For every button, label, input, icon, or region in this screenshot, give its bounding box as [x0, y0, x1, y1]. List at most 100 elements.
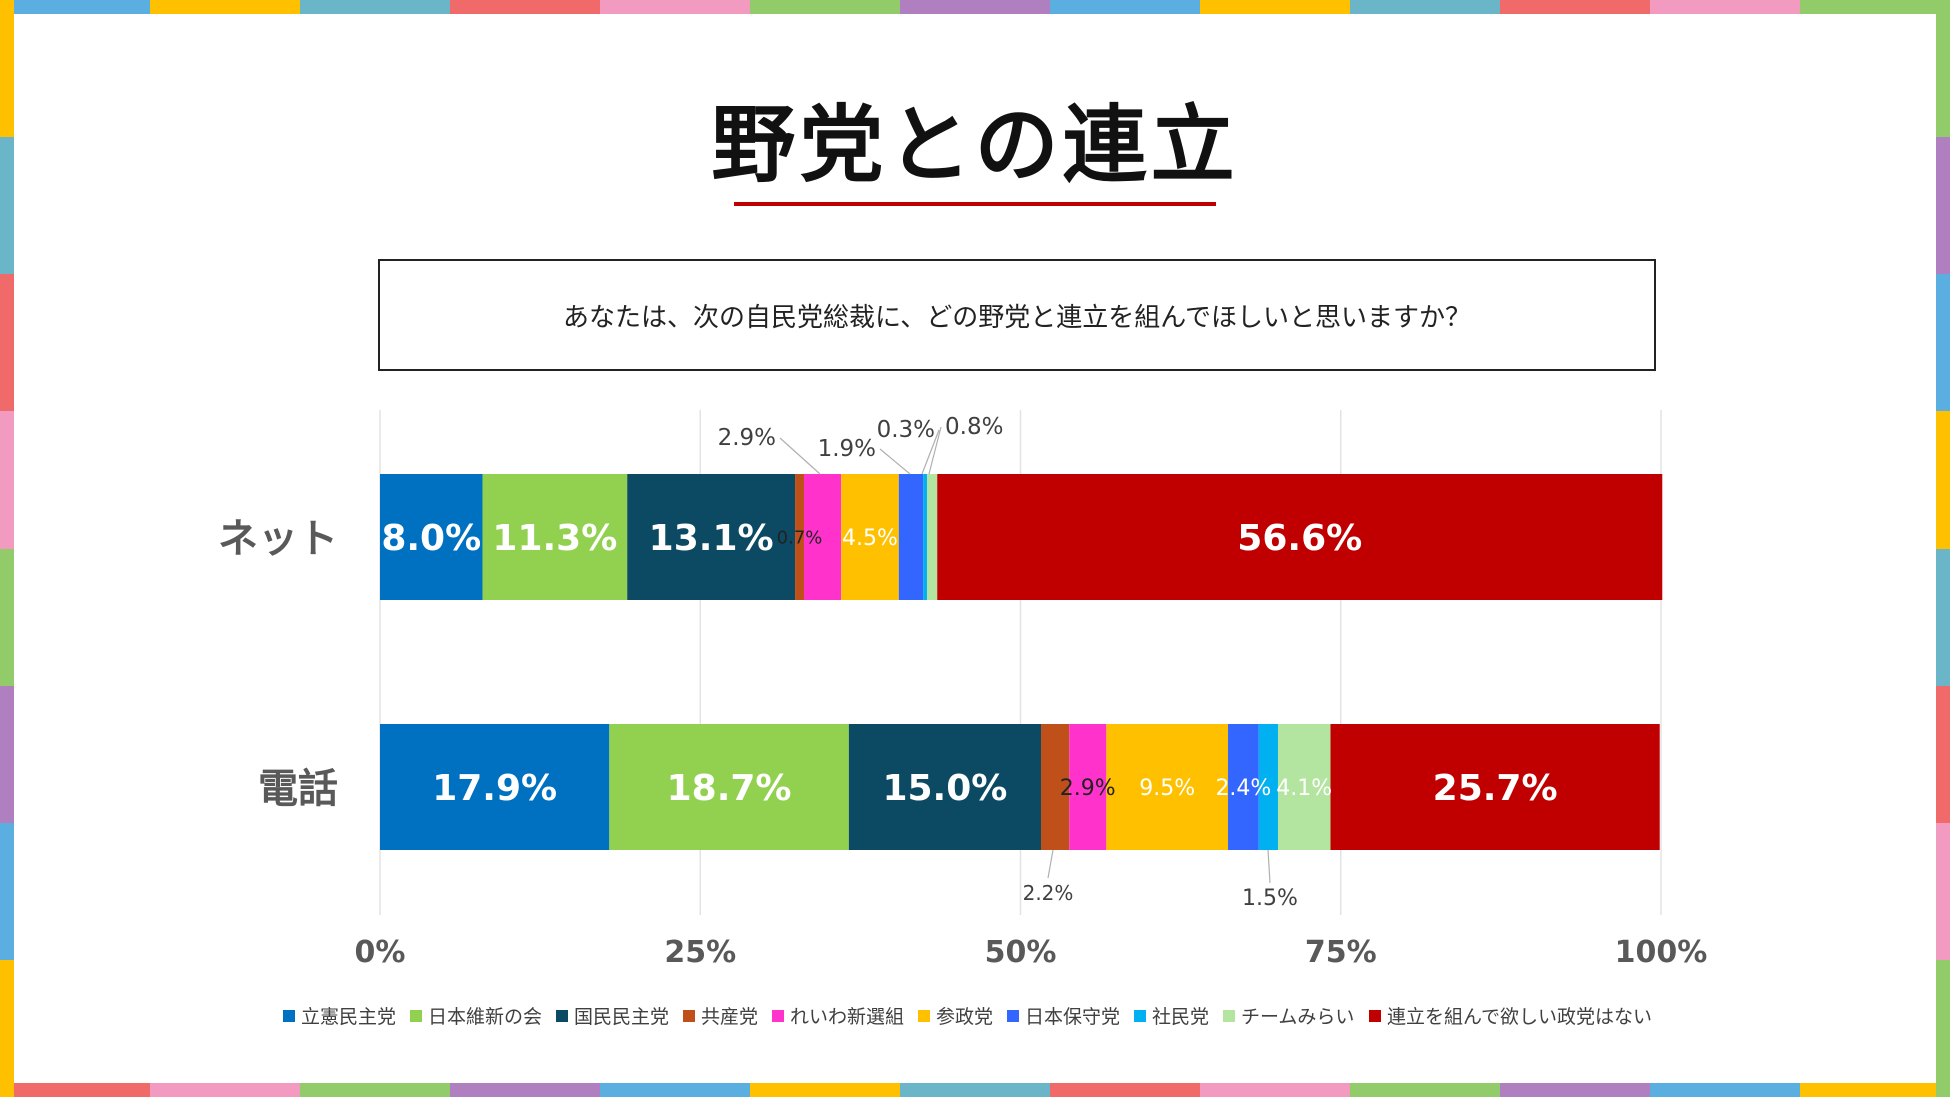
- legend-swatch: [283, 1010, 295, 1022]
- decorative-frame-bottom: [0, 1083, 1950, 1097]
- data-label: 1.9%: [818, 436, 876, 462]
- decorative-frame-left: [0, 0, 14, 1097]
- bar-segment: [937, 474, 1663, 600]
- frame-segment: [1936, 548, 1950, 686]
- frame-segment: [450, 1083, 600, 1097]
- frame-segment: [1936, 274, 1950, 412]
- frame-segment: [1936, 959, 1950, 1097]
- data-label: 11.3%: [492, 518, 617, 559]
- frame-segment: [1936, 822, 1950, 960]
- bar-segment: [380, 474, 483, 600]
- legend-label: 参政党: [936, 1006, 993, 1028]
- frame-segment: [1050, 0, 1200, 14]
- chart-legend: 立憲民主党 日本維新の会 国民民主党 共産党 れいわ新選組 参政党 日本保守党 社民党 チームみ…: [283, 1006, 1652, 1028]
- bar-segment: [609, 724, 849, 850]
- legend-label: チームみらい: [1241, 1006, 1354, 1028]
- leader-line: [879, 448, 911, 475]
- legend-swatch: [683, 1010, 695, 1022]
- legend-label: 立憲民主党: [301, 1006, 396, 1028]
- leader-line: [928, 426, 942, 475]
- legend-swatch: [556, 1010, 568, 1022]
- decorative-frame-top: [0, 0, 1950, 14]
- frame-segment: [1500, 1083, 1650, 1097]
- frame-segment: [0, 0, 14, 138]
- legend-label: 社民党: [1152, 1006, 1209, 1028]
- legend-label: 日本保守党: [1025, 1006, 1120, 1028]
- frame-segment: [1050, 1083, 1200, 1097]
- bar-segment: [923, 474, 927, 600]
- legend-label: れいわ新選組: [790, 1006, 904, 1028]
- data-label: 0.3%: [877, 417, 935, 443]
- legend-swatch: [1007, 1010, 1019, 1022]
- decorative-frame-right: [1936, 0, 1950, 1097]
- data-label: 4.1%: [1276, 776, 1332, 801]
- legend-label: 日本維新の会: [428, 1006, 542, 1028]
- legend-swatch: [918, 1010, 930, 1022]
- frame-segment: [1200, 1083, 1350, 1097]
- question-text: あなたは、次の自民党総裁に、どの野党と連立を組んでほしいと思いますか？: [563, 302, 1471, 333]
- leader-line: [921, 429, 940, 475]
- frame-segment: [1350, 0, 1500, 14]
- bar-segment: [804, 474, 842, 600]
- frame-segment: [600, 0, 750, 14]
- bar-segment: [848, 724, 1041, 850]
- frame-segment: [1350, 1083, 1500, 1097]
- bar-segment: [1069, 724, 1107, 850]
- bar-segment: [1330, 724, 1660, 850]
- leader-line: [779, 437, 821, 475]
- title-underline: [734, 202, 1216, 206]
- data-label: 56.6%: [1237, 518, 1362, 559]
- bar-segment: [1228, 724, 1259, 850]
- frame-segment: [1200, 0, 1350, 14]
- x-tick-label: 50%: [985, 935, 1057, 970]
- page-title: 野党との連立: [711, 96, 1239, 194]
- frame-segment: [0, 0, 150, 14]
- data-label: 1.5%: [1242, 886, 1298, 911]
- data-label: 8.0%: [381, 518, 481, 559]
- data-label: 2.9%: [1060, 776, 1116, 801]
- frame-segment: [1800, 0, 1950, 14]
- data-label: 13.1%: [649, 518, 774, 559]
- frame-segment: [0, 137, 14, 275]
- frame-segment: [900, 0, 1050, 14]
- frame-segment: [150, 0, 300, 14]
- frame-segment: [0, 959, 14, 1097]
- data-label: 17.9%: [432, 768, 557, 809]
- data-label: 9.5%: [1139, 776, 1195, 801]
- legend-swatch: [772, 1010, 784, 1022]
- legend-swatch: [410, 1010, 422, 1022]
- frame-segment: [900, 1083, 1050, 1097]
- data-label: 4.5%: [842, 526, 898, 551]
- bar-segment: [926, 474, 938, 600]
- frame-segment: [300, 0, 450, 14]
- frame-segment: [1936, 685, 1950, 823]
- bar-segment: [795, 474, 805, 600]
- bar-segment: [1040, 724, 1070, 850]
- question-box: あなたは、次の自民党総裁に、どの野党と連立を組んでほしいと思いますか？: [378, 259, 1656, 371]
- data-label: 0.8%: [945, 414, 1003, 440]
- leader-line: [1047, 849, 1054, 879]
- legend-swatch: [1369, 1010, 1381, 1022]
- data-label: 2.4%: [1215, 776, 1271, 801]
- frame-segment: [1936, 0, 1950, 138]
- frame-segment: [300, 1083, 450, 1097]
- data-label: 2.2%: [1023, 881, 1074, 905]
- chart-data-labels: 8.0% 11.3% 13.1% 0.7% 2.9% 4.5% 1.9%0.3% 0.8% 56…: [381, 414, 1557, 911]
- legend-swatch: [1223, 1010, 1235, 1022]
- x-tick-label: 25%: [664, 935, 736, 970]
- frame-segment: [450, 0, 600, 14]
- frame-segment: [1800, 1083, 1950, 1097]
- bar-segment: [1106, 724, 1229, 850]
- bar-segment: [1258, 724, 1278, 850]
- frame-segment: [150, 1083, 300, 1097]
- category-label: 電話: [258, 766, 338, 812]
- data-label: 25.7%: [1433, 768, 1558, 809]
- chart-bars: [380, 474, 1663, 850]
- x-tick-label: 100%: [1615, 935, 1708, 970]
- leader-line: [1267, 849, 1271, 884]
- x-tick-label: 75%: [1305, 935, 1377, 970]
- bar-segment: [841, 474, 899, 600]
- frame-segment: [1650, 1083, 1800, 1097]
